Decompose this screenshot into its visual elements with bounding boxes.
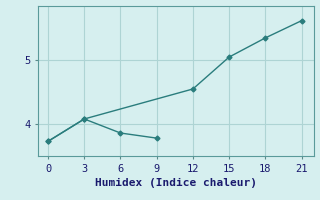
X-axis label: Humidex (Indice chaleur): Humidex (Indice chaleur) — [95, 178, 257, 188]
